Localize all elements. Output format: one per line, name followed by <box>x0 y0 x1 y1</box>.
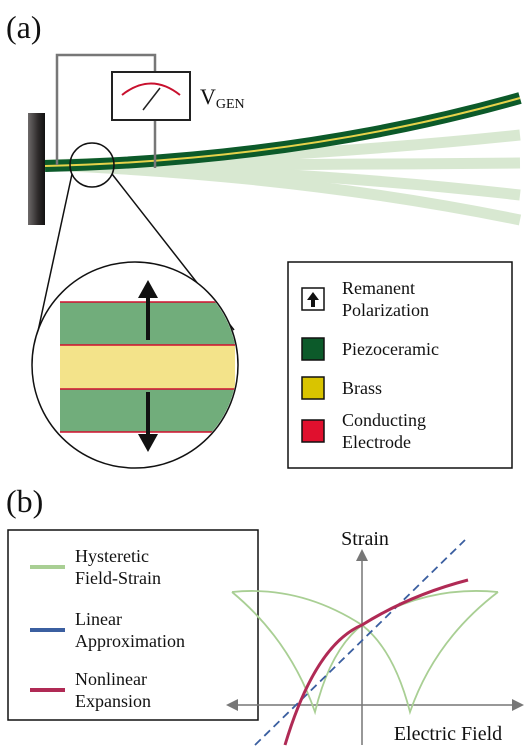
legend-label: Electrode <box>342 432 411 452</box>
meter <box>112 72 190 120</box>
nonlinear-curve <box>285 580 468 745</box>
meter-label: VGEN <box>200 84 245 112</box>
legend-label: Conducting <box>342 410 426 430</box>
legend-label: Nonlinear <box>75 669 147 689</box>
legend-label: Hysteretic <box>75 546 149 566</box>
panel-label: (b) <box>6 483 43 519</box>
linear-line <box>255 540 465 745</box>
legend-label: Remanent <box>342 278 415 298</box>
legend-label: Expansion <box>75 691 151 711</box>
meter-label-main: V <box>200 84 216 109</box>
legend-label: Piezoceramic <box>342 339 439 359</box>
figure: (a) VGEN RemanentPolari <box>0 0 527 749</box>
legend-label: Linear <box>75 609 122 629</box>
y-axis-label: Strain <box>341 528 389 550</box>
wall <box>28 113 45 225</box>
layer-stack <box>60 280 235 452</box>
x-axis-label: Electric Field <box>394 723 502 745</box>
legend-label: Brass <box>342 378 382 398</box>
panel-label: (a) <box>6 9 42 45</box>
legend-label: Polarization <box>342 300 429 320</box>
hysteresis-curve <box>232 591 498 712</box>
legend-label: Approximation <box>75 631 185 651</box>
legend-label: Field-Strain <box>75 568 161 588</box>
meter-label-sub: GEN <box>216 97 245 112</box>
